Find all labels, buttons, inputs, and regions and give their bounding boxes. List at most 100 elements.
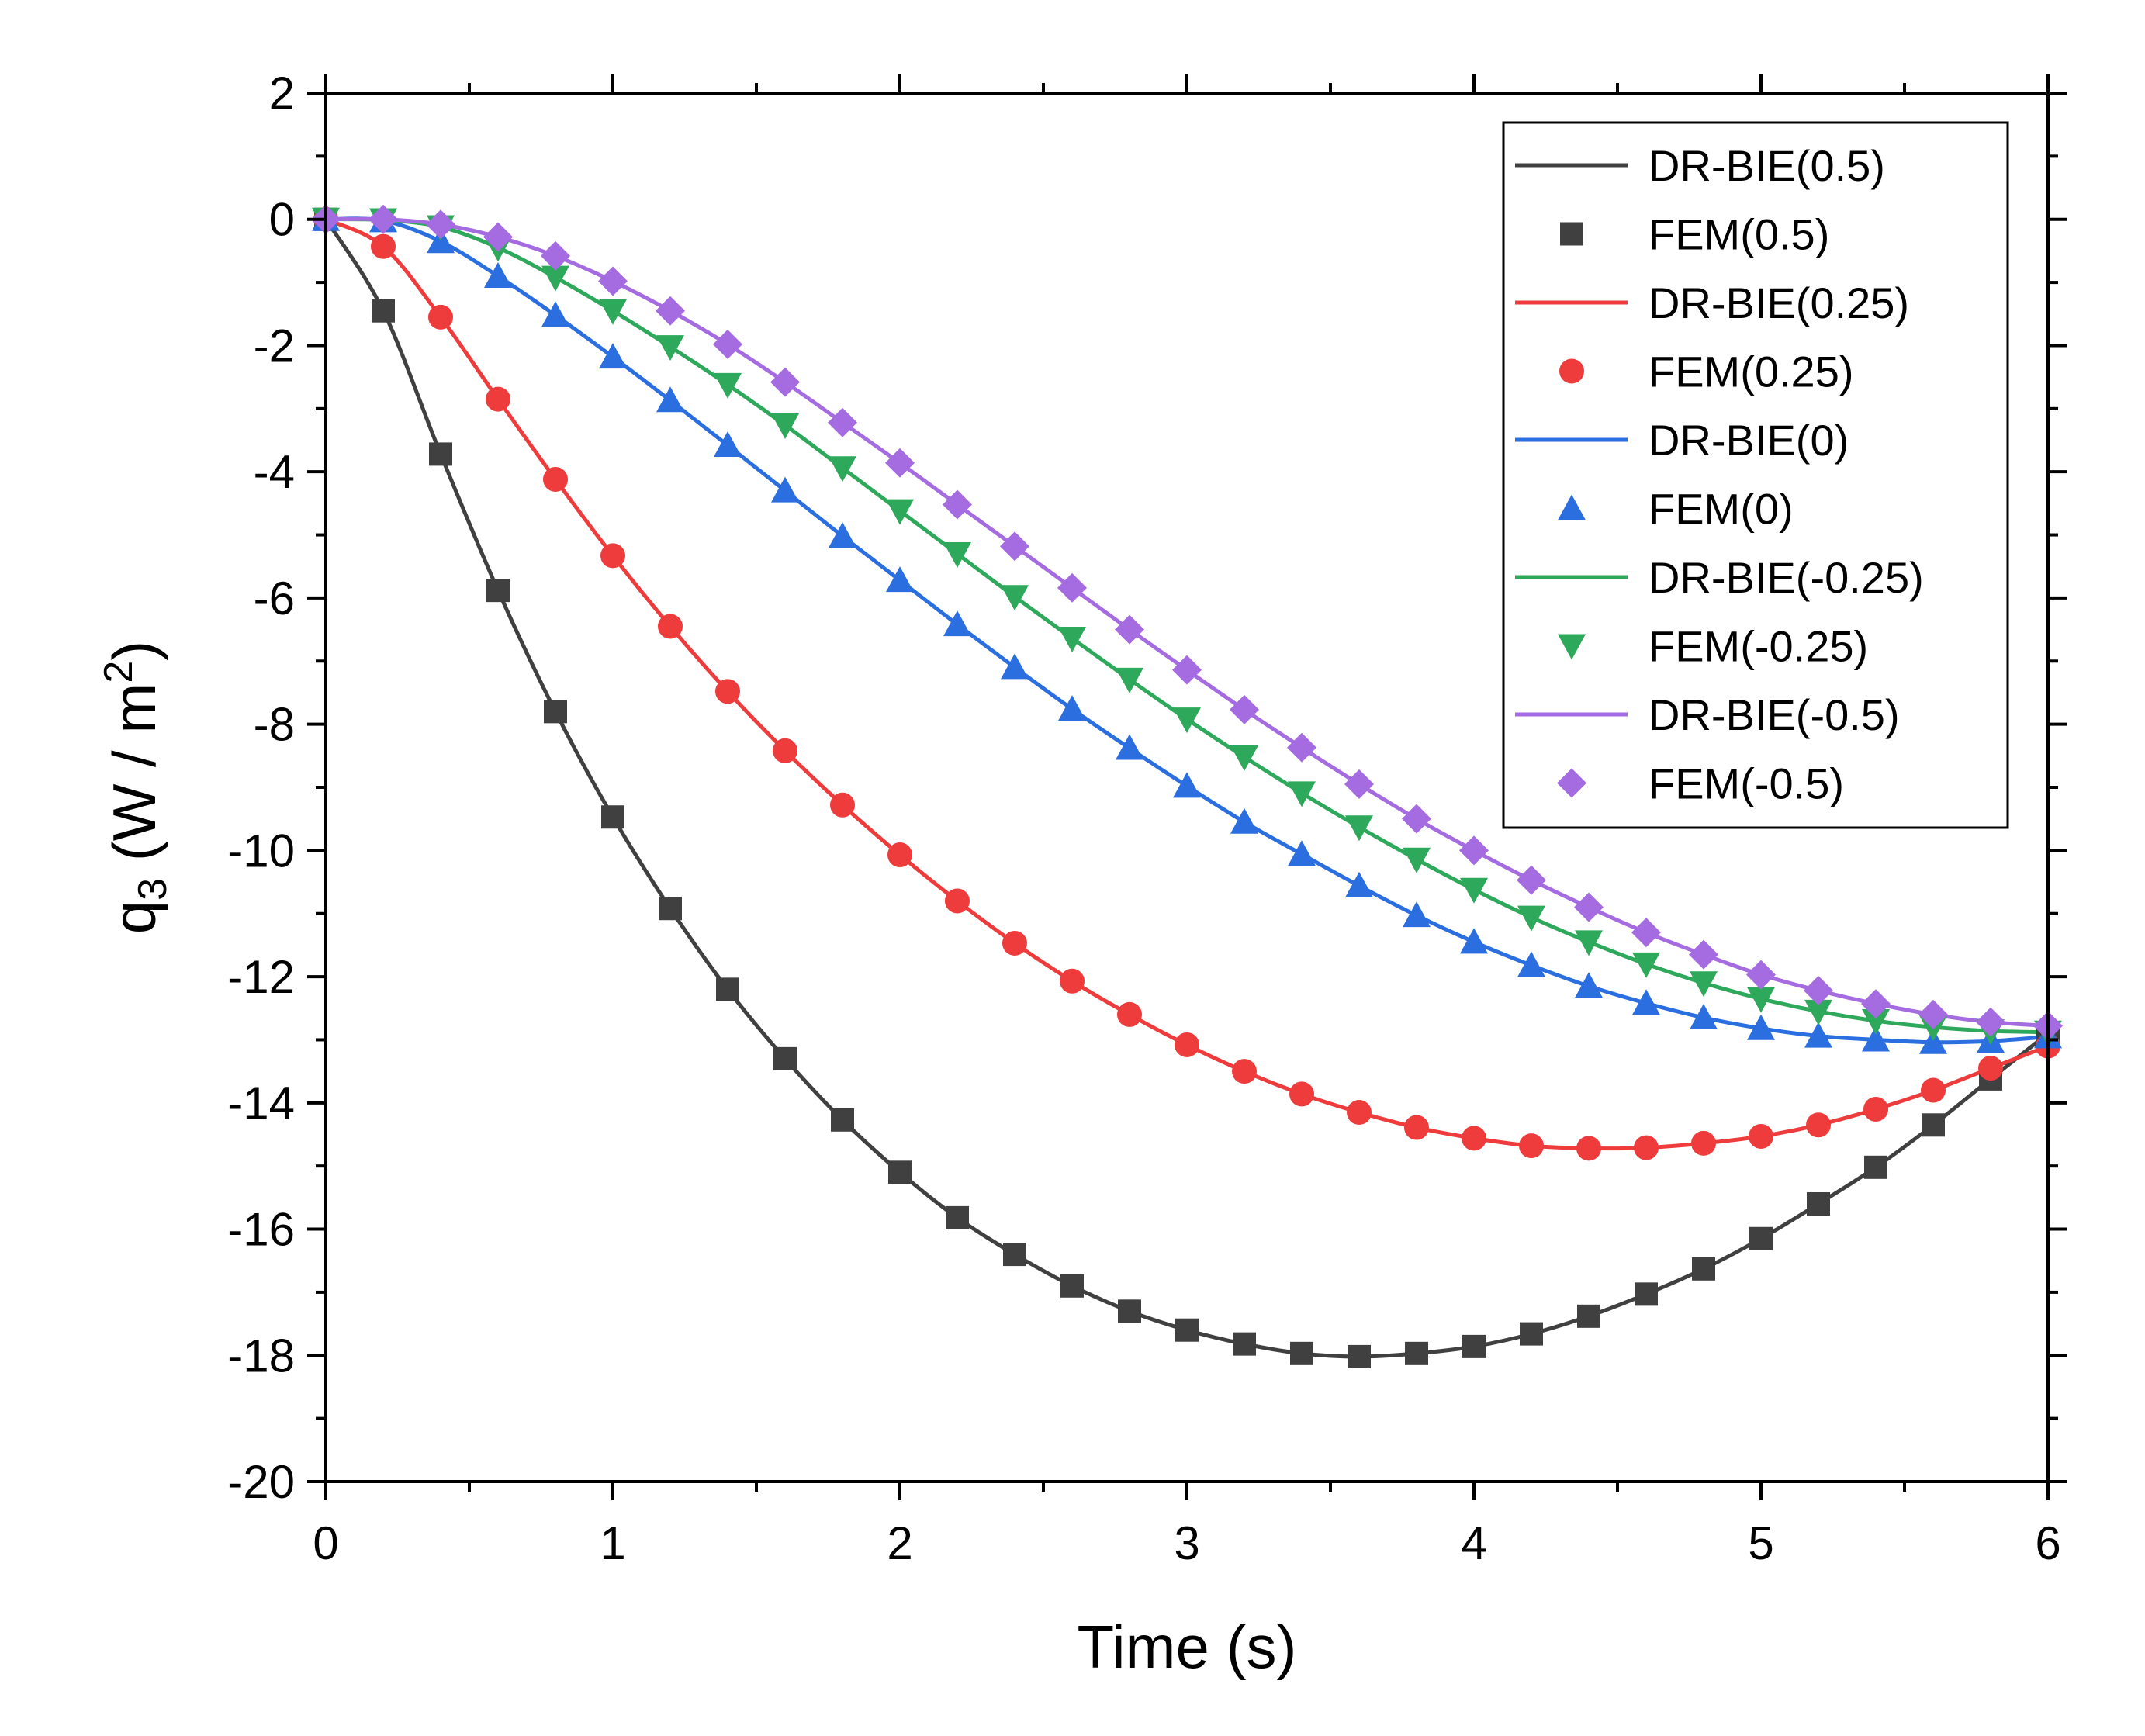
- data-point: [1116, 734, 1143, 760]
- data-point: [715, 679, 740, 704]
- data-point: [1459, 835, 1489, 866]
- legend-box: [1502, 121, 2009, 829]
- data-point: [1003, 1243, 1026, 1267]
- axis-tick-labels: 0 1 2 3 4 5 6 2 0 -2 -4 -6 -8 -10 -12 -14 -16 -18 -20: [227, 67, 2060, 1569]
- data-point: [1057, 572, 1087, 603]
- data-point: [1460, 877, 1488, 904]
- data-point: [1115, 614, 1144, 645]
- data-point: [714, 372, 742, 399]
- data-point: [771, 476, 799, 503]
- legend-label: FEM(0.5): [1649, 210, 1829, 259]
- data-point: [1575, 930, 1603, 956]
- data-point: [1175, 1318, 1199, 1342]
- data-point: [1976, 1007, 2005, 1037]
- data-point: [1402, 804, 1431, 834]
- data-point: [943, 489, 972, 520]
- data-point: [486, 386, 510, 412]
- data-point: [1403, 847, 1431, 873]
- data-point: [483, 222, 513, 252]
- data-point: [659, 897, 682, 921]
- data-point: [1806, 1112, 1831, 1138]
- data-point: [1635, 1282, 1658, 1306]
- data-point: [1519, 1133, 1544, 1159]
- x-tick-label: 4: [1461, 1517, 1486, 1569]
- data-point: [543, 466, 568, 492]
- data-point: [828, 407, 857, 437]
- data-point: [829, 456, 856, 482]
- data-point: [886, 566, 914, 593]
- data-point: [945, 888, 970, 914]
- data-point: [1517, 865, 1546, 895]
- data-point: [484, 261, 512, 288]
- data-point: [1864, 1155, 1887, 1179]
- data-point: [1345, 871, 1373, 897]
- legend-marker-swatch: [1560, 222, 1583, 246]
- data-point: [544, 700, 567, 724]
- data-point: [1632, 952, 1660, 978]
- data-point: [1230, 807, 1258, 834]
- data-point: [771, 413, 799, 439]
- data-point: [888, 1160, 912, 1184]
- legend-label: FEM(-0.5): [1649, 759, 1844, 808]
- data-point: [1632, 989, 1660, 1015]
- y-axis-title-subscript: 3: [130, 878, 175, 901]
- data-point: [831, 1108, 854, 1132]
- data-point: [1001, 585, 1029, 611]
- data-point: [541, 301, 569, 327]
- y-axis-title-base: q: [100, 901, 168, 934]
- data-point: [830, 792, 855, 818]
- data-point: [1747, 987, 1775, 1013]
- series-markers--0.5: [311, 204, 2063, 1041]
- data-point: [1347, 1100, 1372, 1126]
- data-point: [1175, 1032, 1199, 1057]
- y-tick-label: -20: [227, 1456, 295, 1508]
- data-point: [1520, 1322, 1543, 1346]
- data-point: [1058, 695, 1086, 721]
- y-tick-label: -6: [254, 572, 295, 624]
- data-point: [428, 304, 453, 330]
- data-point: [887, 842, 912, 868]
- data-point: [1576, 1136, 1601, 1161]
- data-point: [943, 610, 971, 637]
- x-tick-label: 2: [887, 1517, 912, 1569]
- data-point: [1403, 901, 1431, 928]
- data-point: [1918, 999, 1948, 1029]
- data-point: [1749, 1226, 1773, 1250]
- data-point: [1690, 1003, 1718, 1029]
- data-point: [371, 233, 396, 259]
- x-tick-label: 6: [2035, 1517, 2060, 1569]
- data-point: [1117, 1001, 1142, 1027]
- data-point: [1691, 1130, 1716, 1156]
- legend-label: DR-BIE(0.5): [1649, 141, 1885, 190]
- data-point: [714, 431, 742, 458]
- y-axis-title-unit: (W / m: [100, 683, 168, 878]
- data-point: [599, 343, 627, 369]
- legend-label: FEM(0.25): [1649, 348, 1854, 396]
- data-point: [1517, 951, 1545, 977]
- data-point: [1058, 626, 1086, 652]
- data-point: [886, 499, 914, 525]
- data-point: [372, 299, 395, 323]
- data-point: [1861, 989, 1891, 1019]
- data-point: [1863, 1096, 1888, 1122]
- legend-marker-swatch: [1557, 768, 1586, 798]
- series-markers-0: [312, 205, 2062, 1054]
- data-point: [1862, 1009, 1890, 1036]
- y-tick-label: -18: [227, 1330, 295, 1382]
- data-point: [1921, 1077, 1946, 1103]
- y-axis-title-unit-close: ): [100, 641, 168, 661]
- data-point: [1345, 815, 1373, 842]
- data-point: [541, 240, 570, 271]
- data-point: [1344, 769, 1374, 799]
- data-point: [1288, 781, 1316, 807]
- data-point: [1233, 1332, 1256, 1356]
- data-point: [1862, 1025, 1890, 1052]
- x-tick-label: 3: [1174, 1517, 1199, 1569]
- data-point: [486, 579, 510, 603]
- legend-label: DR-BIE(-0.25): [1649, 553, 1924, 602]
- data-point: [656, 296, 685, 326]
- data-point: [716, 977, 739, 1001]
- data-point: [946, 1205, 969, 1229]
- data-point: [1118, 1299, 1141, 1323]
- data-point: [1577, 1304, 1600, 1328]
